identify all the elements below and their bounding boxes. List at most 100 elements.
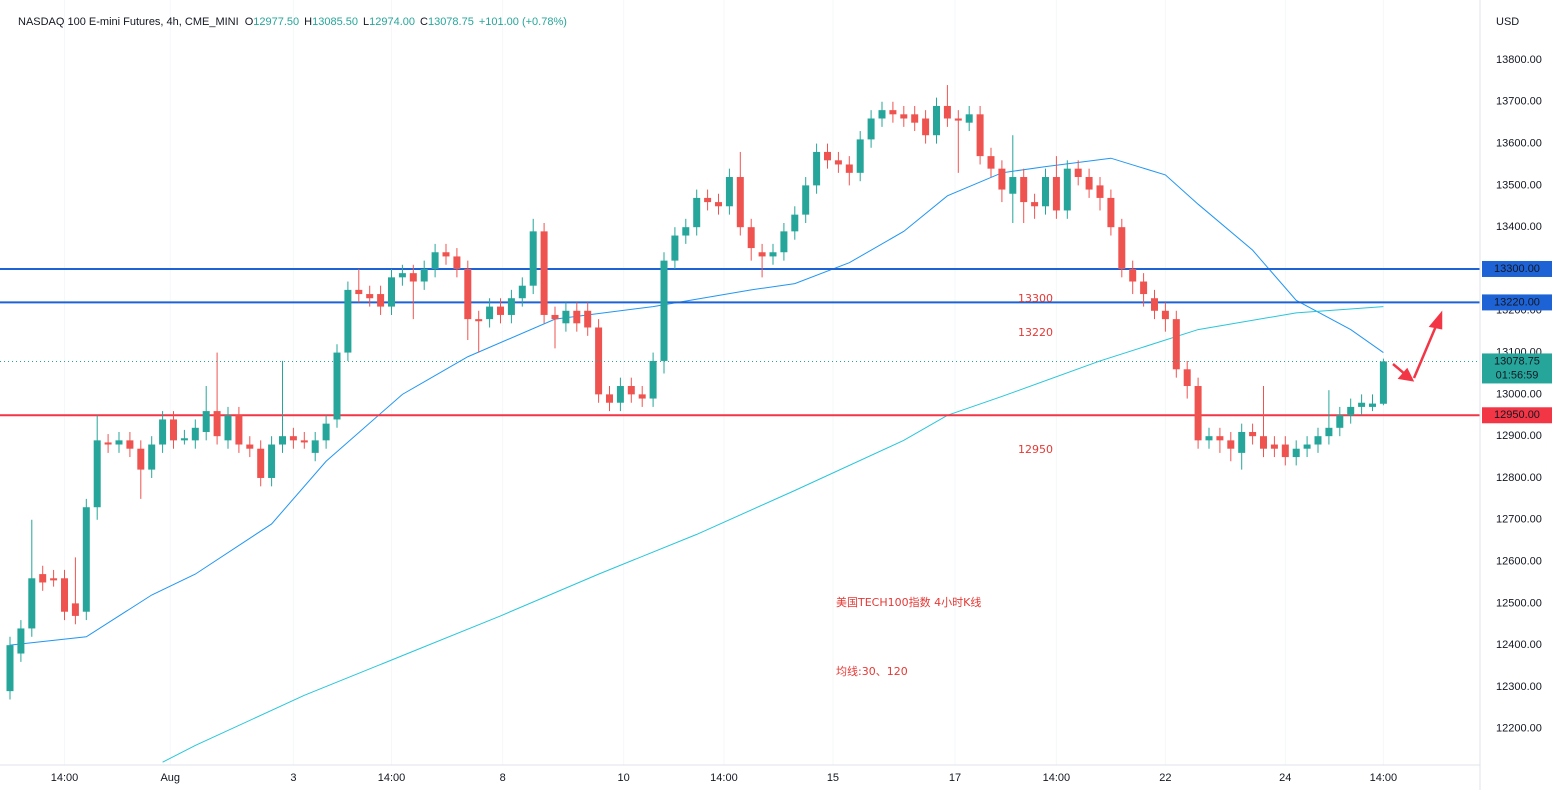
candle-body: [126, 440, 134, 449]
candle-body: [1336, 415, 1344, 428]
last-price-label: 13078.75: [1494, 355, 1540, 367]
x-tick-label: 14:00: [51, 772, 79, 784]
ohlc-key: L: [363, 16, 369, 28]
candle-body: [584, 310, 592, 328]
level-label-bg: [1482, 407, 1552, 424]
candle-body: [1151, 298, 1158, 311]
x-tick-label: 14:00: [378, 772, 406, 784]
candle-body: [889, 110, 897, 115]
ohlc: O12977.50 H13085.50 L12974.00 C13078.75: [245, 16, 474, 28]
candle-body: [1379, 361, 1387, 404]
candle-body: [813, 151, 821, 186]
candle-body: [279, 436, 286, 445]
candle-body: [878, 110, 886, 119]
candle-body: [1270, 444, 1278, 449]
candle-body: [388, 277, 395, 307]
candle-body: [202, 411, 210, 432]
candle-body: [671, 235, 679, 261]
candle-body: [780, 231, 788, 253]
candle-body: [1216, 436, 1224, 441]
candle-body: [551, 314, 559, 320]
candle-body: [987, 156, 995, 169]
y-tick-label: 13000.00: [1496, 388, 1542, 400]
candle-body: [998, 168, 1006, 190]
candle-body: [300, 440, 308, 443]
candle-body: [1325, 427, 1333, 437]
x-tick-label: 14:00: [1043, 772, 1071, 784]
candle-body: [1369, 403, 1376, 407]
ohlc-value: 12977.50: [253, 16, 299, 28]
candle-body: [736, 177, 744, 228]
candle-body: [1009, 177, 1017, 194]
candle-body: [246, 444, 254, 449]
y-tick-label: 12200.00: [1496, 723, 1542, 735]
candle-body: [1118, 227, 1126, 269]
candle-body: [1129, 268, 1137, 282]
candle-body: [1183, 369, 1191, 387]
candle-body: [1052, 177, 1060, 211]
candle-body: [333, 352, 341, 420]
annotation: 美国TECH100指数 4小时K线: [836, 595, 981, 609]
ohlc-value: 12974.00: [369, 16, 415, 28]
candle-body: [213, 411, 221, 437]
moving-average: [162, 306, 1384, 763]
x-tick-label: 14:00: [1370, 772, 1398, 784]
candle-body: [507, 298, 515, 315]
candle-body: [606, 394, 613, 403]
candle-body: [704, 197, 712, 203]
candle-body: [82, 507, 90, 612]
candle-body: [420, 268, 428, 282]
candle-body: [616, 386, 624, 403]
candle-body: [1096, 185, 1104, 198]
candle-body: [115, 440, 123, 445]
candle-body: [224, 415, 232, 441]
y-tick-label: 12800.00: [1496, 472, 1542, 484]
candle-body: [322, 423, 330, 441]
candle-body: [170, 419, 177, 441]
candle-body: [398, 273, 406, 278]
symbol: NASDAQ 100 E-mini Futures, 4h, CME_MINI: [18, 16, 239, 28]
candle-body: [1172, 319, 1180, 370]
candle-body: [769, 252, 777, 257]
candle-body: [442, 252, 450, 257]
candle-body: [344, 289, 352, 353]
candle-body: [725, 177, 733, 207]
candle-body: [1292, 448, 1300, 458]
candle-body: [17, 628, 25, 654]
candle-body: [834, 160, 842, 165]
candle-body: [845, 164, 853, 173]
candle-body: [464, 268, 472, 320]
header: NASDAQ 100 E-mini Futures, 4h, CME_MINI O…: [18, 16, 567, 28]
candle-body: [1161, 310, 1169, 320]
y-tick-label: 13500.00: [1496, 179, 1542, 191]
candle-body: [61, 578, 68, 612]
y-tick-label: 12600.00: [1496, 555, 1542, 567]
candle-body: [104, 442, 112, 445]
level-label: 13300.00: [1494, 263, 1540, 275]
candle-body: [693, 197, 701, 228]
candle-body: [518, 285, 526, 299]
candle-body: [1140, 281, 1148, 295]
currency: USD: [1496, 16, 1519, 28]
ohlc-value: 13085.50: [312, 16, 358, 28]
candle-body: [235, 415, 243, 445]
candle-body: [289, 436, 297, 441]
arrow-head: [1397, 367, 1415, 382]
candle-body: [638, 394, 646, 399]
candle-body: [1260, 436, 1267, 449]
candle-body: [1281, 444, 1289, 458]
candle-body: [1358, 402, 1366, 407]
candle-body: [627, 386, 635, 395]
candle-body: [540, 231, 548, 315]
moving-average: [9, 157, 1384, 646]
candle-body: [377, 294, 385, 307]
x-tick-label: 8: [500, 772, 506, 784]
candle-body: [180, 438, 188, 441]
candle-body: [682, 227, 690, 236]
y-tick-label: 13600.00: [1496, 137, 1542, 149]
x-tick-label: 24: [1279, 772, 1291, 784]
candle-body: [366, 294, 374, 299]
y-tick-label: 13700.00: [1496, 96, 1542, 108]
